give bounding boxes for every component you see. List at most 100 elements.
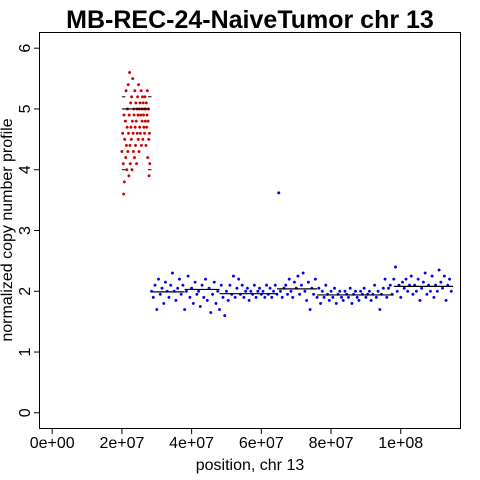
data-point	[240, 283, 244, 287]
data-point	[186, 274, 190, 278]
y-tick-label: 6	[17, 44, 34, 53]
data-point	[231, 274, 235, 278]
data-point	[183, 308, 187, 312]
segment-lines	[121, 96, 454, 296]
data-point	[404, 277, 408, 281]
data-point	[312, 292, 316, 296]
data-point	[423, 271, 427, 275]
data-point	[299, 283, 303, 287]
data-point	[237, 277, 241, 281]
data-point	[381, 286, 385, 290]
data-point	[411, 292, 415, 296]
data-point	[444, 298, 448, 302]
data-point	[263, 295, 267, 299]
data-point	[292, 280, 296, 284]
x-tick-label: 6e+07	[239, 435, 284, 452]
data-point	[430, 274, 434, 278]
data-point	[141, 101, 145, 105]
data-point	[256, 289, 260, 293]
data-point	[346, 295, 350, 299]
data-point	[334, 301, 338, 305]
data-point	[144, 101, 148, 105]
data-point	[285, 292, 289, 296]
data-point	[272, 289, 276, 293]
data-point	[122, 113, 126, 117]
data-point	[211, 292, 215, 296]
data-point	[343, 289, 347, 293]
data-point	[333, 286, 337, 290]
data-point	[202, 295, 206, 299]
data-point	[289, 289, 293, 293]
data-point	[131, 131, 135, 135]
data-point	[163, 280, 167, 284]
data-point	[145, 113, 149, 117]
data-point	[198, 304, 202, 308]
data-point	[252, 283, 256, 287]
data-point	[449, 289, 453, 293]
y-axis: 0 1 2 3 4 5 6	[17, 44, 40, 417]
data-point	[226, 298, 230, 302]
data-point	[258, 286, 262, 290]
data-point	[147, 174, 151, 178]
data-point	[261, 289, 265, 293]
data-point	[145, 89, 149, 93]
data-point	[143, 119, 147, 123]
data-point	[142, 125, 146, 129]
data-point	[418, 298, 422, 302]
y-tick-label: 3	[17, 226, 34, 235]
chart-title: MB-REC-24-NaiveTumor chr 13	[66, 6, 434, 34]
data-point	[305, 298, 309, 302]
data-point	[132, 156, 136, 160]
data-point	[428, 289, 432, 293]
data-point	[131, 77, 135, 81]
data-point	[179, 292, 183, 296]
data-point	[176, 286, 180, 290]
data-point	[341, 298, 345, 302]
data-point	[129, 125, 133, 129]
data-point	[218, 308, 222, 312]
data-point	[128, 70, 132, 74]
data-point	[249, 289, 253, 293]
data-point	[254, 295, 258, 299]
data-point	[406, 289, 410, 293]
data-point	[273, 283, 277, 287]
data-point	[383, 277, 387, 281]
y-tick-label: 5	[17, 104, 34, 113]
data-point	[402, 286, 406, 290]
data-point	[435, 289, 439, 293]
data-point	[138, 101, 142, 105]
data-point	[301, 271, 305, 275]
data-point	[400, 280, 404, 284]
data-point	[219, 283, 223, 287]
data-point	[188, 295, 192, 299]
data-point	[140, 95, 144, 99]
data-point	[137, 149, 141, 153]
data-point	[228, 283, 232, 287]
data-point	[233, 295, 237, 299]
data-point	[378, 308, 382, 312]
data-point	[212, 280, 216, 284]
data-point	[146, 119, 150, 123]
data-point	[138, 125, 142, 129]
data-point	[221, 295, 225, 299]
data-point	[121, 162, 125, 166]
data-point	[177, 277, 181, 281]
y-tick-label: 1	[17, 347, 34, 356]
data-point	[134, 143, 138, 147]
data-point	[127, 131, 131, 135]
data-point	[158, 292, 162, 296]
data-point	[138, 131, 142, 135]
data-point	[216, 289, 220, 293]
data-point	[244, 289, 248, 293]
data-point	[374, 295, 378, 299]
data-point	[437, 268, 441, 272]
data-point	[125, 168, 129, 172]
data-point	[193, 280, 197, 284]
data-point	[195, 292, 199, 296]
data-point	[265, 283, 269, 287]
data-point	[247, 298, 251, 302]
data-point	[277, 191, 281, 195]
data-point	[127, 113, 131, 117]
data-point	[425, 292, 429, 296]
